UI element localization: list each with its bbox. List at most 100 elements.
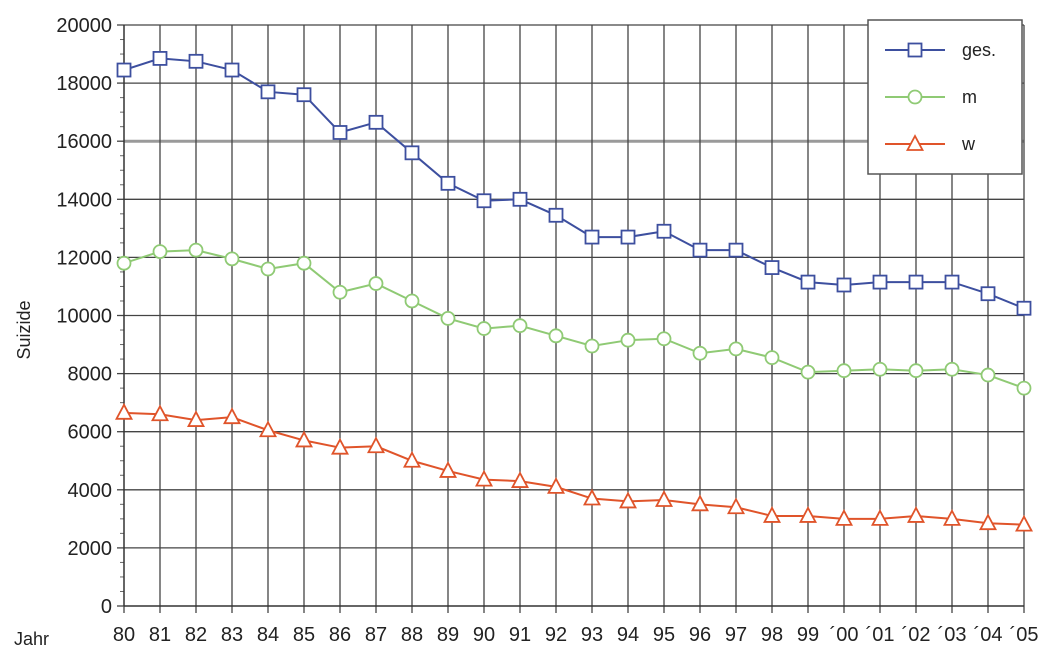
data-point xyxy=(368,276,384,291)
y-tick-label: 14000 xyxy=(56,189,112,211)
data-point xyxy=(690,494,710,512)
data-point xyxy=(872,274,888,290)
data-point xyxy=(584,229,600,245)
data-point xyxy=(726,497,746,515)
y-axis-label: Suizide xyxy=(14,300,34,359)
data-point xyxy=(800,364,816,380)
x-axis-label: Jahr xyxy=(14,629,49,649)
data-point xyxy=(942,508,962,526)
series-2 xyxy=(116,242,1032,396)
data-point xyxy=(188,242,204,258)
x-tick-label: 92 xyxy=(545,624,567,646)
data-point xyxy=(224,62,240,78)
data-point xyxy=(404,145,420,161)
data-point xyxy=(654,490,674,507)
data-point xyxy=(512,318,528,334)
y-tick-label: 0 xyxy=(101,596,112,618)
data-point xyxy=(186,410,206,427)
data-point xyxy=(440,175,456,191)
data-point xyxy=(260,84,276,100)
data-point xyxy=(764,260,780,275)
x-tick-label: ´01 xyxy=(866,624,895,646)
data-point xyxy=(548,207,564,223)
data-point xyxy=(692,242,708,258)
x-tick-label: 84 xyxy=(257,624,279,646)
legend-entry-label: ges. xyxy=(962,40,996,60)
x-tick-label: 86 xyxy=(329,624,351,646)
data-point xyxy=(908,363,924,379)
series-group xyxy=(114,51,1034,532)
data-point xyxy=(800,274,816,290)
y-tick-label: 16000 xyxy=(56,131,112,153)
series-line xyxy=(123,411,1025,526)
x-tick-label: 81 xyxy=(149,624,171,646)
y-tick-label: 6000 xyxy=(68,422,113,444)
data-point xyxy=(656,331,672,347)
x-tick-label: 95 xyxy=(653,624,675,646)
x-tick-label: 93 xyxy=(581,624,603,646)
data-point xyxy=(798,506,818,523)
legend-entry-label: w xyxy=(961,134,976,154)
data-point xyxy=(366,436,386,454)
data-point xyxy=(978,513,998,531)
data-point xyxy=(618,491,638,509)
data-point xyxy=(870,508,890,526)
data-point xyxy=(402,450,422,468)
data-point xyxy=(404,293,420,309)
data-point xyxy=(152,244,168,259)
x-tick-label: 89 xyxy=(437,624,459,646)
data-point xyxy=(1016,380,1032,396)
y-tick-label: 20000 xyxy=(56,15,112,37)
data-point xyxy=(296,87,312,103)
legend-marker xyxy=(905,134,925,151)
data-point xyxy=(584,338,600,354)
x-tick-label: 87 xyxy=(365,624,387,646)
legend-entry-label: m xyxy=(962,87,977,107)
data-point xyxy=(546,476,566,494)
legend: ges. m w xyxy=(867,19,1023,175)
data-point xyxy=(260,261,276,277)
x-tick-label: 94 xyxy=(617,624,639,646)
data-point xyxy=(296,255,312,271)
data-point xyxy=(152,51,168,66)
x-tick-label: ´02 xyxy=(902,624,931,646)
data-point xyxy=(294,430,314,448)
data-point xyxy=(332,125,348,140)
series-line xyxy=(123,249,1025,390)
data-point xyxy=(258,420,278,438)
x-tick-label: ´00 xyxy=(830,624,859,646)
data-point xyxy=(944,274,960,290)
x-tick-label: 88 xyxy=(401,624,423,646)
data-point xyxy=(330,437,350,455)
x-tick-label: ´04 xyxy=(974,624,1003,646)
data-point xyxy=(116,255,132,271)
x-tick-label: 83 xyxy=(221,624,243,646)
data-point xyxy=(116,62,132,78)
data-point xyxy=(476,193,492,209)
y-tick-label: 12000 xyxy=(56,247,112,269)
data-point xyxy=(872,361,888,377)
y-tick-label: 10000 xyxy=(56,306,112,328)
x-tick-label: 98 xyxy=(761,624,783,646)
data-point xyxy=(836,277,852,293)
data-point xyxy=(438,461,458,478)
data-point xyxy=(834,508,854,526)
y-tick-label: 4000 xyxy=(68,480,113,502)
data-point xyxy=(620,332,636,348)
data-point xyxy=(582,488,602,506)
legend-marker xyxy=(907,42,923,58)
x-tick-label: ´03 xyxy=(938,624,967,646)
data-point xyxy=(188,53,204,69)
x-tick-label: 97 xyxy=(725,624,747,646)
data-point xyxy=(762,506,782,523)
data-point xyxy=(114,402,134,420)
data-point xyxy=(728,242,744,258)
data-point xyxy=(476,321,492,336)
data-point xyxy=(440,311,456,326)
data-point xyxy=(836,363,852,379)
data-point xyxy=(510,471,530,488)
y-tick-label: 2000 xyxy=(68,538,113,560)
data-point xyxy=(980,286,996,302)
data-point xyxy=(368,114,384,130)
